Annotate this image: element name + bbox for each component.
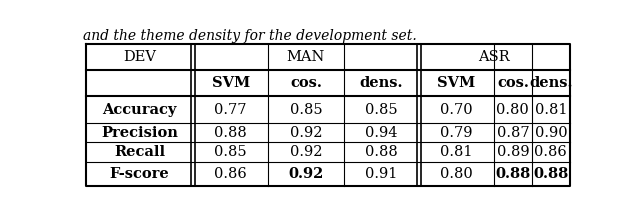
Text: 0.70: 0.70 [440, 103, 472, 117]
Text: Precision: Precision [101, 126, 178, 140]
Text: 0.88: 0.88 [214, 126, 247, 140]
Text: 0.85: 0.85 [290, 103, 322, 117]
Text: 0.88: 0.88 [495, 167, 531, 181]
Text: MAN: MAN [287, 50, 325, 64]
Text: 0.88: 0.88 [365, 145, 397, 159]
Text: cos.: cos. [290, 76, 322, 90]
Text: SVM: SVM [212, 76, 250, 90]
Text: 0.90: 0.90 [534, 126, 567, 140]
Text: 0.92: 0.92 [290, 126, 322, 140]
Text: 0.77: 0.77 [214, 103, 247, 117]
Text: 0.79: 0.79 [440, 126, 472, 140]
Text: 0.81: 0.81 [440, 145, 472, 159]
Text: 0.87: 0.87 [497, 126, 529, 140]
Text: dens.: dens. [359, 76, 403, 90]
Text: 0.85: 0.85 [214, 145, 247, 159]
Text: SVM: SVM [437, 76, 476, 90]
Text: 0.86: 0.86 [534, 145, 567, 159]
Text: 0.92: 0.92 [288, 167, 324, 181]
Text: Accuracy: Accuracy [102, 103, 177, 117]
Text: ASR: ASR [479, 50, 510, 64]
Text: and the theme density for the development set.: and the theme density for the developmen… [83, 29, 417, 43]
Text: F-score: F-score [110, 167, 170, 181]
Text: 0.88: 0.88 [533, 167, 568, 181]
Text: 0.81: 0.81 [534, 103, 567, 117]
Text: 0.80: 0.80 [440, 167, 472, 181]
Text: 0.94: 0.94 [365, 126, 397, 140]
Text: 0.86: 0.86 [214, 167, 247, 181]
Text: 0.89: 0.89 [497, 145, 529, 159]
Text: 0.80: 0.80 [497, 103, 529, 117]
Text: 0.85: 0.85 [365, 103, 397, 117]
Text: 0.91: 0.91 [365, 167, 397, 181]
Text: dens.: dens. [529, 76, 573, 90]
Text: Recall: Recall [114, 145, 165, 159]
Text: DEV: DEV [123, 50, 156, 64]
Text: cos.: cos. [497, 76, 529, 90]
Text: 0.92: 0.92 [290, 145, 322, 159]
